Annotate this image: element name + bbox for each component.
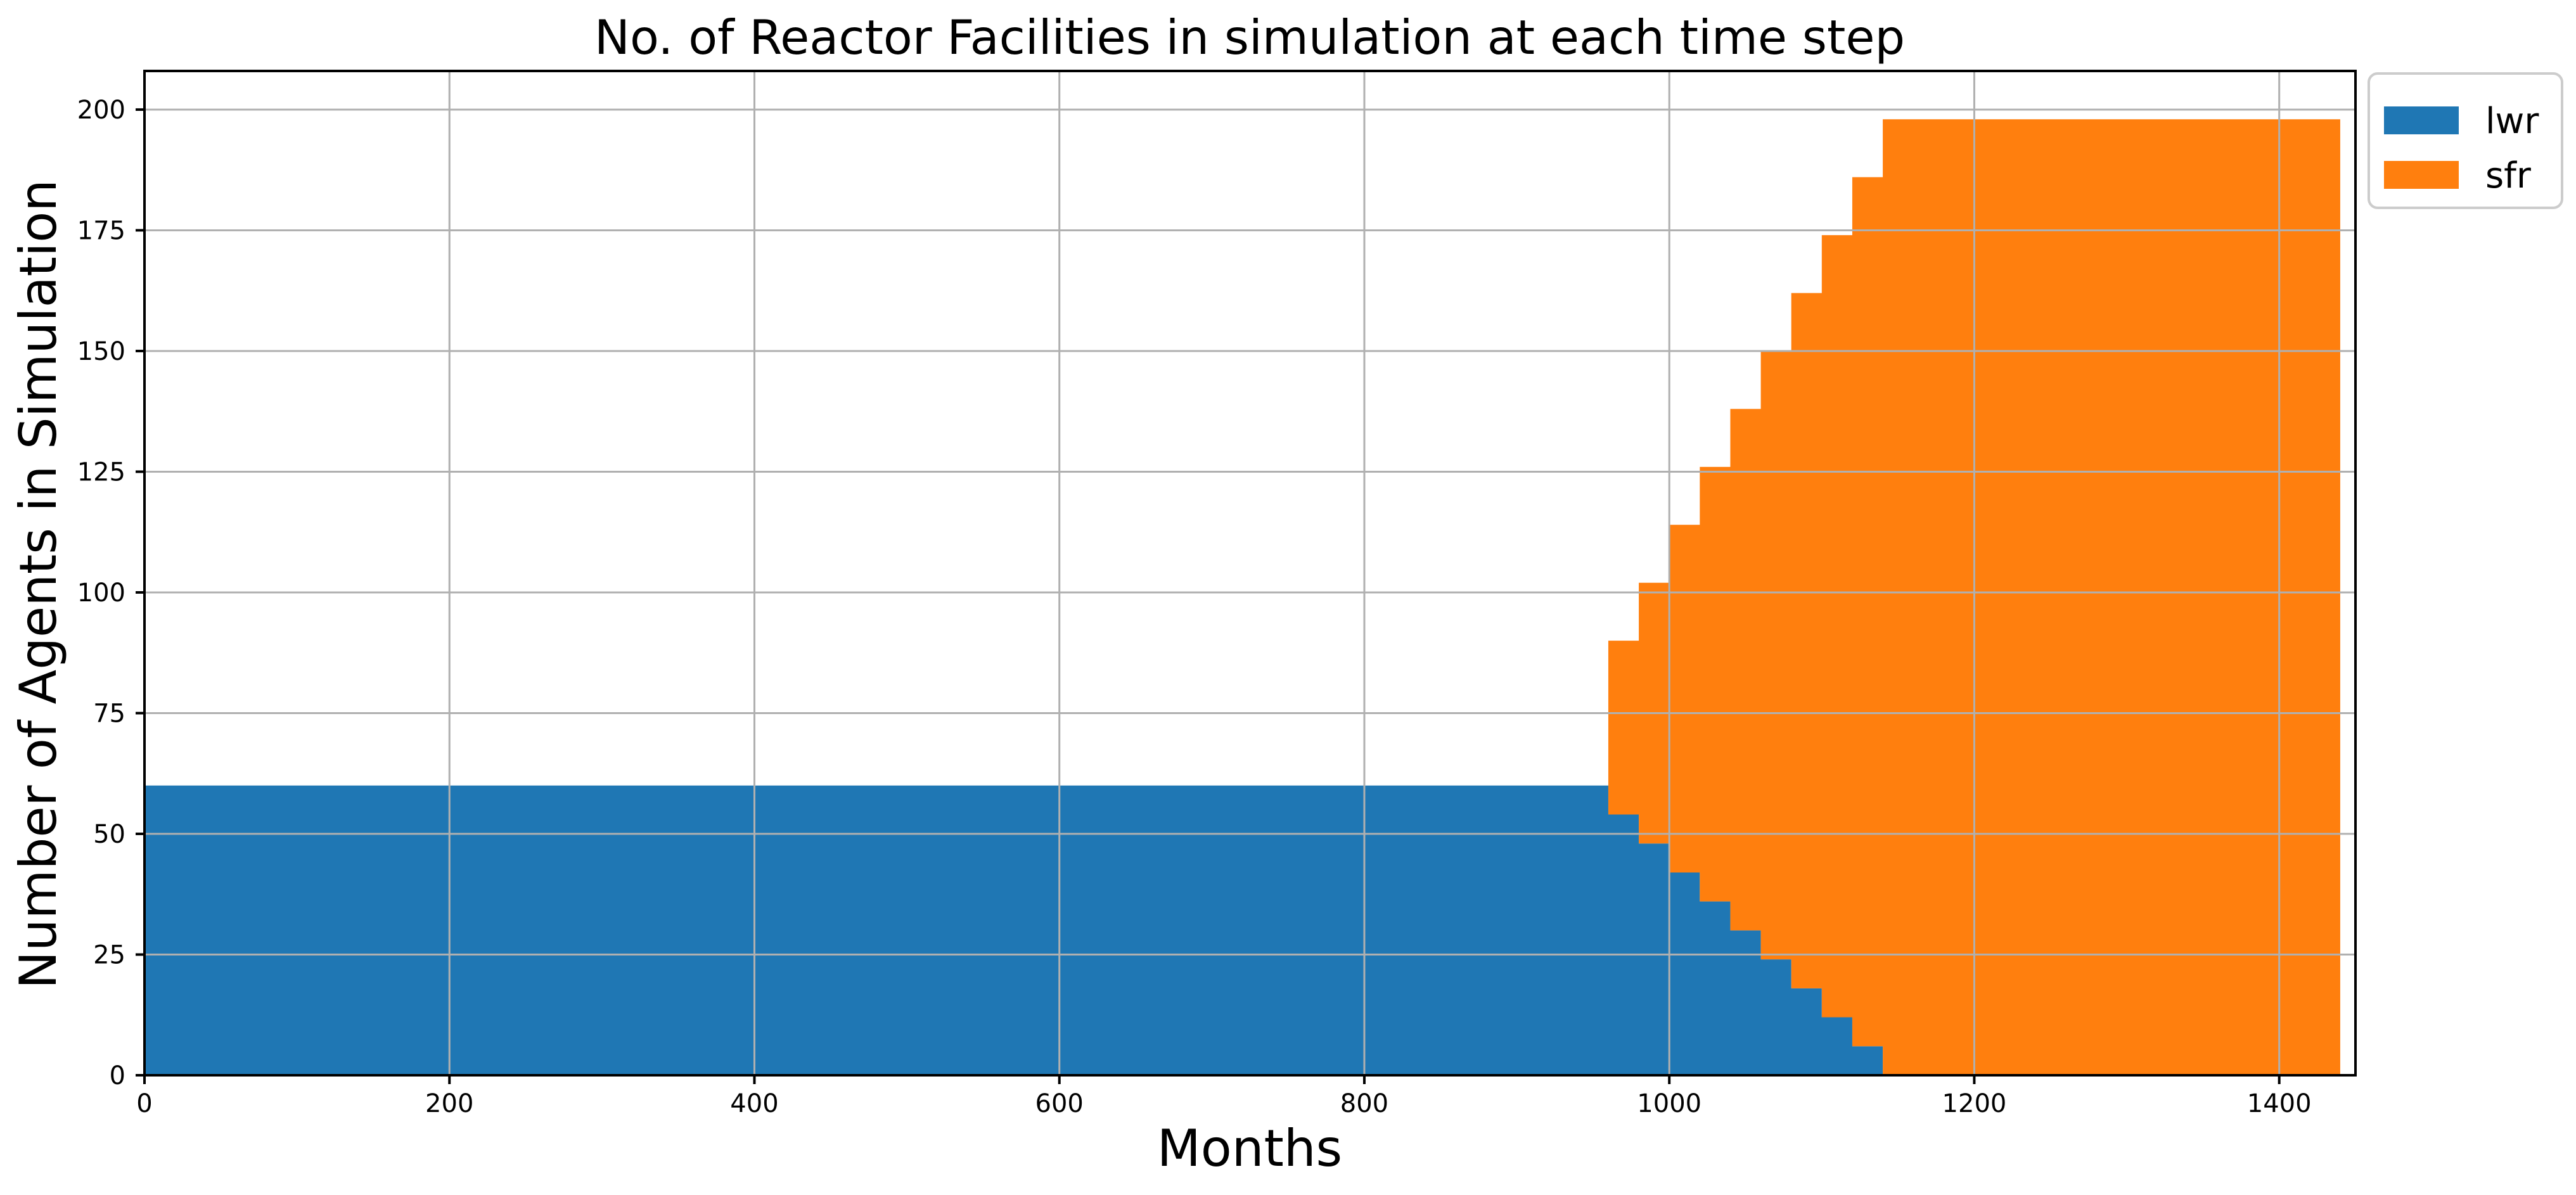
y-tick-label: 175	[77, 216, 125, 245]
legend-swatch-lwr	[2384, 106, 2459, 134]
x-tick-label: 200	[425, 1089, 473, 1118]
x-tick-label: 1000	[1637, 1089, 1701, 1118]
y-tick-label: 25	[93, 940, 125, 969]
y-tick-label: 125	[77, 457, 125, 487]
x-tick-label: 1200	[1942, 1089, 2007, 1118]
series-area-lwr	[144, 785, 2340, 1075]
y-tick-label: 75	[93, 699, 125, 728]
y-tick-label: 50	[93, 820, 125, 849]
x-tick-label: 1400	[2247, 1089, 2312, 1118]
x-tick-label: 0	[136, 1089, 152, 1118]
legend-label-lwr: lwr	[2485, 101, 2539, 142]
x-tick-label: 600	[1035, 1089, 1084, 1118]
plot-frame	[143, 70, 2357, 1077]
legend-label-sfr: sfr	[2485, 155, 2532, 196]
y-tick-label: 100	[77, 578, 125, 608]
legend-swatch-sfr	[2384, 161, 2459, 189]
legend: lwr sfr	[2368, 72, 2563, 209]
series-area-sfr	[144, 119, 2340, 1076]
y-axis: 0 25 50 75 100 125 150 175 200	[77, 96, 144, 1090]
y-axis-label: Number of Agents in Simulation	[9, 179, 68, 989]
x-tick-label: 400	[730, 1089, 778, 1118]
y-tick-label: 0	[110, 1061, 125, 1090]
x-axis-label: Months	[1157, 1119, 1342, 1178]
y-tick-label: 150	[77, 337, 125, 366]
y-tick-label: 200	[77, 96, 125, 125]
x-tick-label: 800	[1340, 1089, 1388, 1118]
chart-title: No. of Reactor Facilities in simulation …	[594, 10, 1905, 65]
x-axis: 0 200 400 600 800 1000 1200 1400	[136, 1075, 2312, 1118]
plot-series	[144, 119, 2340, 1076]
